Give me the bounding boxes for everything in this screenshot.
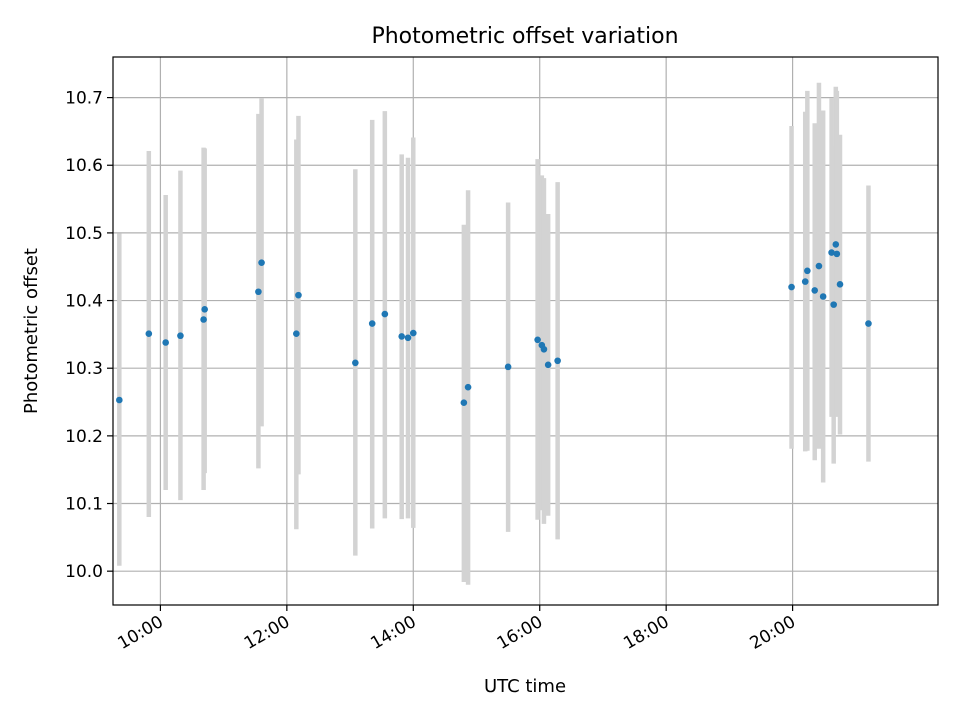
data-point <box>811 287 819 294</box>
data-point <box>815 262 823 270</box>
plot-frame <box>112 56 939 606</box>
data-point <box>404 334 412 342</box>
data-point <box>801 278 809 285</box>
y-tick-label: 10.1 <box>65 495 103 515</box>
y-tick-label: 10.0 <box>65 562 103 582</box>
y-tick-label: 10.5 <box>65 224 103 244</box>
data-point <box>162 339 169 346</box>
y-tick-label: 10.2 <box>65 427 103 447</box>
data-point <box>788 283 795 291</box>
data-point <box>832 241 840 248</box>
data-point <box>409 329 417 337</box>
data-point <box>177 332 184 340</box>
data-point <box>464 383 472 391</box>
data-point <box>833 250 841 258</box>
data-point <box>836 281 844 288</box>
data-point <box>398 333 405 340</box>
data-point <box>504 363 512 371</box>
y-tick-label: 10.7 <box>65 89 103 109</box>
data-point <box>201 306 208 313</box>
data-point <box>819 293 827 300</box>
data-point <box>293 330 300 338</box>
data-point <box>540 345 548 353</box>
data-point <box>544 361 552 369</box>
data-point <box>200 316 207 323</box>
data-point <box>255 288 262 296</box>
y-tick-label: 10.4 <box>65 292 103 312</box>
data-points <box>116 241 872 407</box>
data-point <box>381 310 389 318</box>
chart-title: Photometric offset variation <box>371 24 678 49</box>
x-axis-label: UTC time <box>484 676 566 697</box>
data-point <box>295 291 302 299</box>
data-point <box>368 320 376 327</box>
data-point <box>460 399 468 407</box>
data-point <box>116 396 123 404</box>
y-axis-label: Photometric offset <box>21 248 42 414</box>
data-point <box>258 259 265 266</box>
data-point <box>865 320 872 327</box>
data-point <box>828 249 835 256</box>
y-axis-ticks: 10.0 10.1 10.2 10.3 10.4 10.5 10.6 10.7 <box>65 89 113 582</box>
data-point <box>352 359 359 367</box>
y-tick-label: 10.3 <box>65 359 103 379</box>
data-point <box>534 336 541 344</box>
data-point <box>554 357 561 365</box>
y-tick-label: 10.6 <box>65 156 103 176</box>
data-point <box>145 330 153 338</box>
data-point <box>830 301 837 308</box>
data-point <box>804 267 811 275</box>
